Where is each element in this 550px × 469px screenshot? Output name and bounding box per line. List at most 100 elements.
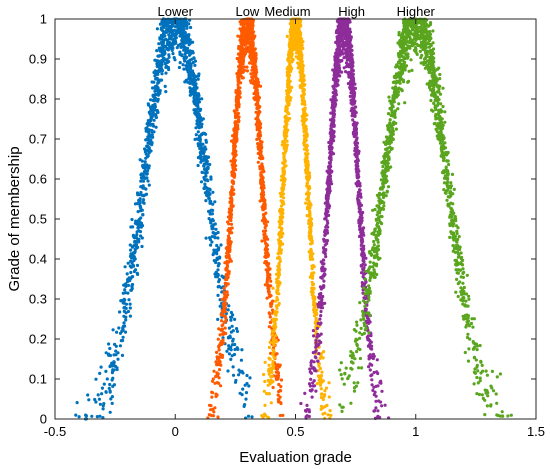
- data-point: [122, 297, 126, 301]
- data-point: [312, 308, 316, 312]
- data-point: [212, 248, 216, 252]
- data-point: [149, 98, 153, 102]
- data-point: [271, 366, 275, 370]
- data-point: [200, 132, 204, 136]
- data-point: [269, 304, 273, 308]
- data-point: [260, 140, 264, 144]
- data-point: [231, 373, 236, 377]
- data-point: [263, 232, 267, 236]
- data-point: [236, 83, 240, 87]
- data-point: [215, 393, 219, 397]
- data-point: [223, 326, 227, 330]
- data-point: [171, 24, 175, 28]
- data-point: [230, 324, 234, 328]
- data-point: [300, 67, 304, 71]
- data-point: [256, 80, 260, 84]
- data-point: [217, 368, 222, 372]
- data-point: [294, 47, 298, 51]
- data-point: [310, 267, 314, 271]
- data-point: [123, 265, 127, 269]
- data-point: [314, 316, 318, 320]
- data-point: [240, 30, 244, 34]
- data-point: [156, 97, 160, 101]
- data-point: [206, 179, 210, 183]
- data-point: [200, 170, 204, 174]
- data-point: [236, 34, 240, 38]
- data-point: [269, 279, 273, 283]
- data-point: [272, 349, 276, 353]
- data-point: [253, 47, 257, 51]
- data-point: [164, 71, 168, 75]
- data-point: [231, 152, 235, 156]
- data-point: [277, 365, 281, 369]
- data-point: [100, 386, 104, 390]
- data-point: [319, 309, 323, 314]
- data-point: [141, 186, 145, 190]
- data-point: [275, 352, 279, 356]
- data-point: [146, 123, 150, 127]
- data-point: [135, 220, 139, 224]
- data-point: [191, 74, 195, 78]
- data-point: [192, 96, 196, 100]
- data-point: [307, 191, 311, 196]
- data-point: [239, 55, 243, 59]
- data-point: [219, 243, 223, 247]
- data-point: [282, 153, 286, 157]
- data-point: [146, 179, 150, 183]
- data-point: [264, 249, 268, 253]
- data-point: [139, 179, 143, 183]
- data-point: [277, 225, 282, 229]
- data-point: [104, 351, 108, 355]
- data-point: [229, 348, 233, 352]
- data-point: [265, 392, 269, 396]
- data-point: [131, 225, 135, 229]
- data-point: [271, 338, 275, 342]
- data-point: [198, 154, 202, 159]
- data-point: [191, 81, 195, 85]
- data-point: [216, 415, 220, 419]
- data-point: [116, 357, 120, 361]
- data-point: [256, 160, 260, 164]
- data-point: [319, 314, 323, 318]
- data-point: [308, 236, 312, 240]
- data-point: [289, 66, 293, 70]
- data-point: [196, 130, 200, 134]
- data-point: [262, 372, 266, 377]
- data-point: [214, 275, 218, 279]
- data-point: [180, 32, 184, 36]
- data-point: [258, 84, 263, 88]
- data-point: [307, 408, 311, 412]
- data-point: [222, 302, 226, 306]
- data-point: [152, 80, 156, 84]
- data-point: [126, 261, 130, 265]
- data-point: [290, 54, 294, 58]
- data-point: [254, 89, 258, 93]
- data-point: [162, 49, 166, 53]
- data-point: [128, 314, 132, 318]
- data-point: [215, 243, 219, 248]
- data-point: [234, 378, 238, 383]
- data-point: [306, 196, 310, 200]
- data-point: [237, 102, 241, 106]
- data-point: [226, 220, 230, 224]
- data-point: [96, 393, 100, 397]
- data-point: [275, 279, 279, 283]
- data-point: [139, 234, 143, 238]
- data-point: [229, 330, 233, 334]
- data-point: [320, 392, 324, 396]
- data-point: [240, 348, 244, 352]
- data-point: [304, 148, 308, 152]
- data-point: [267, 311, 271, 315]
- data-point: [197, 97, 201, 101]
- data-point: [168, 30, 172, 34]
- data-point: [145, 144, 149, 148]
- data-point: [267, 363, 271, 367]
- data-point: [145, 155, 149, 159]
- data-point: [235, 114, 240, 118]
- data-point: [114, 344, 118, 348]
- data-point: [265, 255, 269, 259]
- data-point: [243, 403, 247, 407]
- data-point: [77, 415, 81, 419]
- data-point: [252, 58, 256, 62]
- data-point: [185, 40, 189, 44]
